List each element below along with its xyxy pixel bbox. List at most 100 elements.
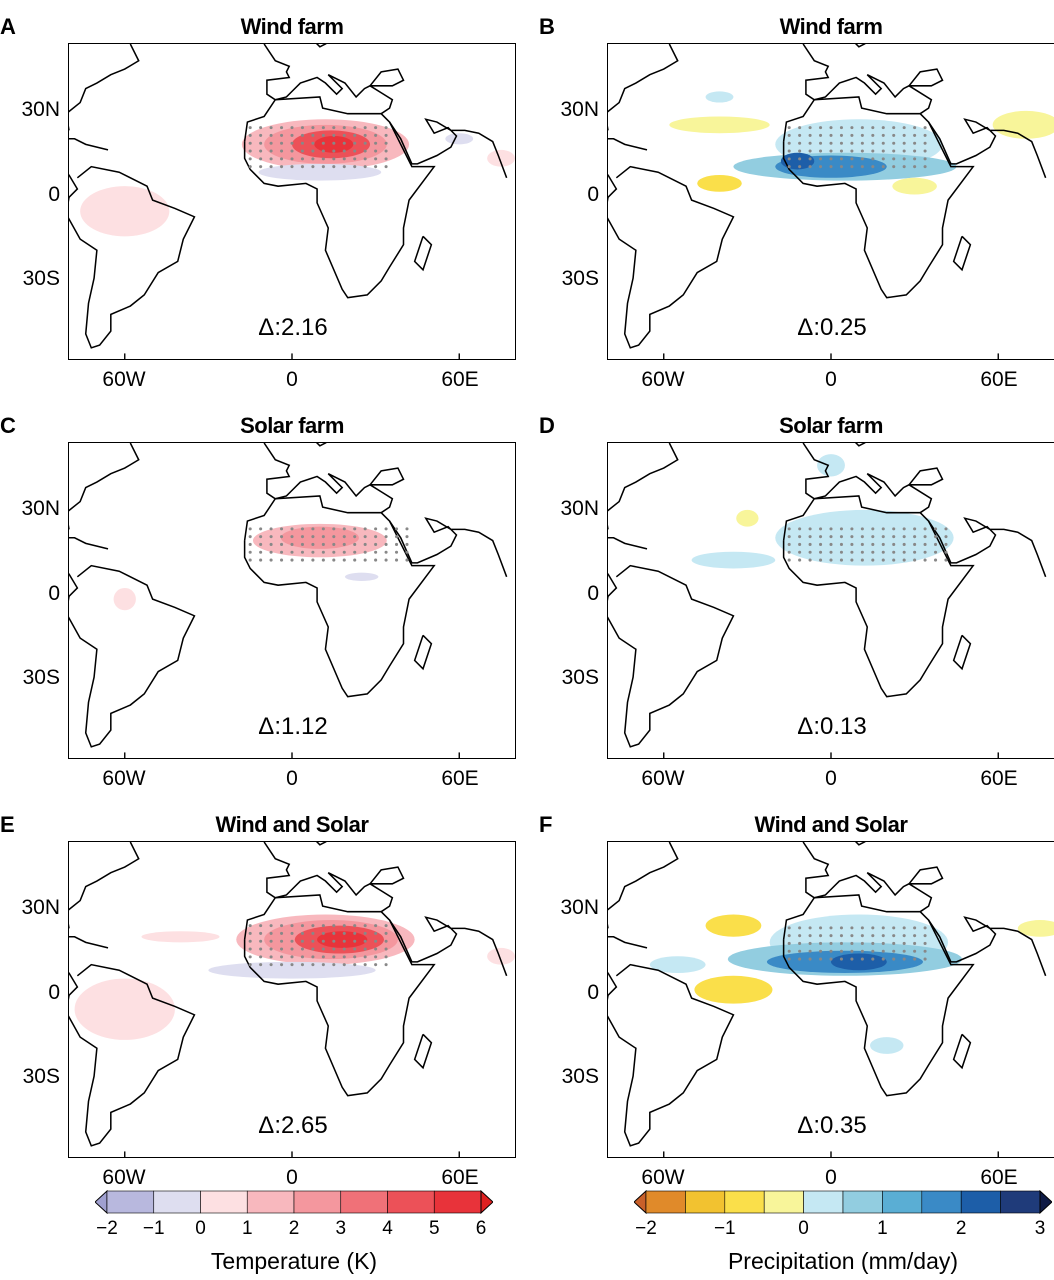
- significance-dot: [332, 550, 336, 554]
- map-area: Δ:2.65: [68, 841, 516, 1158]
- significance-dot: [321, 527, 325, 531]
- significance-dot: [384, 947, 388, 951]
- significance-dot: [353, 931, 357, 935]
- global-delta-label: Δ:2.65: [258, 1112, 328, 1139]
- significance-dot: [269, 947, 273, 951]
- significance-dot: [374, 963, 378, 967]
- significance-dot: [363, 558, 367, 562]
- significance-dot: [808, 133, 812, 137]
- significance-dot: [374, 550, 378, 554]
- significance-dot: [342, 931, 346, 935]
- significance-dot: [353, 133, 357, 137]
- significance-dot: [798, 133, 802, 137]
- significance-dot: [798, 535, 802, 539]
- significance-dot: [269, 963, 273, 967]
- lon-tick: 0: [286, 368, 298, 391]
- significance-dot: [787, 926, 791, 930]
- significance-dot: [374, 141, 378, 145]
- significance-dot: [819, 535, 823, 539]
- colorbar-segment: [1000, 1190, 1041, 1214]
- significance-dot: [798, 558, 802, 562]
- map-panel-e: E Wind and Solar Δ:2.65 30N 0 30S 60W 0 …: [0, 808, 538, 1208]
- significance-dot: [405, 527, 409, 531]
- significance-dot: [374, 558, 378, 562]
- significance-dot: [269, 165, 273, 169]
- significance-dot: [363, 126, 367, 130]
- significance-dot: [902, 542, 906, 547]
- significance-dot: [819, 949, 823, 953]
- significance-dot: [860, 542, 864, 547]
- significance-dot: [353, 535, 357, 539]
- significance-dot: [798, 949, 802, 953]
- lat-tick: 30N: [560, 497, 599, 520]
- significance-dot: [300, 149, 304, 153]
- significance-dot: [892, 133, 896, 137]
- significance-dot: [311, 955, 315, 959]
- significance-dot: [892, 941, 896, 946]
- colorbar-segment: [724, 1190, 765, 1214]
- coastline: [69, 537, 109, 550]
- significance-dot: [913, 141, 917, 145]
- map-area: Δ:0.35: [607, 841, 1054, 1158]
- significance-dot: [913, 949, 917, 953]
- significance-dot: [259, 149, 263, 153]
- significance-dot: [787, 535, 791, 539]
- significance-dot: [332, 963, 336, 967]
- significance-dot: [819, 165, 823, 169]
- significance-dot: [280, 558, 284, 562]
- significance-dot: [248, 133, 252, 137]
- coastline: [927, 118, 1047, 179]
- panel-letter: F: [539, 812, 553, 837]
- significance-dot: [342, 558, 346, 562]
- significance-dot: [933, 550, 938, 554]
- significance-dot: [819, 957, 823, 961]
- significance-dot: [860, 527, 864, 531]
- significance-dot: [881, 558, 885, 562]
- coastline: [263, 44, 394, 115]
- significance-dot: [787, 941, 791, 946]
- significance-dot: [871, 157, 875, 161]
- significance-dot: [913, 558, 917, 562]
- panel-title: Wind and Solar: [754, 812, 908, 837]
- significance-dot: [881, 126, 885, 130]
- significance-dot: [353, 955, 357, 959]
- anomaly-field: [697, 175, 742, 192]
- significance-dot: [290, 955, 294, 959]
- significance-dot: [829, 535, 833, 539]
- coastline: [927, 517, 1047, 578]
- coastline: [263, 842, 394, 913]
- significance-dot: [311, 939, 315, 943]
- coastline: [952, 235, 972, 272]
- significance-dot: [332, 149, 336, 153]
- significance-dot: [798, 527, 802, 531]
- significance-dot: [342, 126, 346, 130]
- significance-dot: [913, 157, 917, 161]
- significance-dot: [933, 542, 938, 547]
- colorbar-tick: 6: [475, 1218, 487, 1239]
- significance-dot: [259, 527, 263, 531]
- significance-dot: [259, 550, 263, 554]
- significance-dot: [819, 550, 823, 554]
- significance-dot: [248, 141, 252, 145]
- significance-dot: [808, 542, 812, 547]
- significance-dot: [892, 157, 896, 161]
- significance-dot: [892, 542, 896, 547]
- significance-dot: [850, 941, 854, 946]
- significance-dot: [808, 527, 812, 531]
- significance-dot: [311, 947, 315, 951]
- significance-dot: [394, 550, 399, 554]
- colorbar-tick: −2: [635, 1218, 657, 1239]
- significance-dot: [311, 535, 315, 539]
- significance-dot: [363, 924, 367, 928]
- significance-dot: [944, 542, 948, 547]
- coastline: [802, 443, 933, 514]
- colorbar-tick: 0: [195, 1218, 206, 1239]
- global-delta-label: Δ:0.13: [797, 713, 867, 740]
- significance-dot: [248, 126, 252, 130]
- significance-dot: [332, 126, 336, 130]
- significance-dot: [300, 126, 304, 130]
- coastline: [413, 634, 433, 671]
- significance-dot: [321, 133, 325, 137]
- lon-tick: 60E: [980, 1166, 1018, 1189]
- significance-dot: [798, 941, 802, 946]
